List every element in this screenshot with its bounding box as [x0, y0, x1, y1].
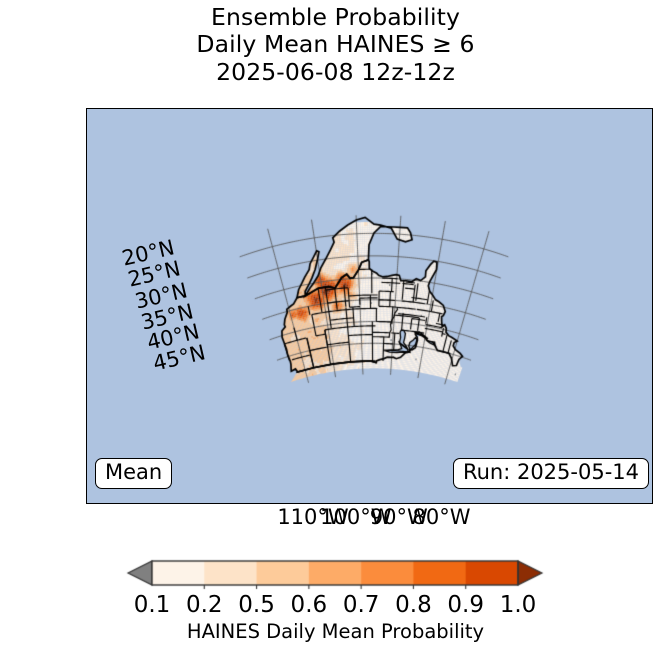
map-plot-area — [86, 108, 653, 504]
lon-tick-110: 110°W — [277, 505, 349, 529]
title-line-3: 2025-06-08 12z-12z — [216, 57, 455, 86]
colorbar-tick-0-9: 0.9 — [447, 592, 484, 618]
colorbar: 0.1 0.2 0.5 0.6 0.7 0.8 0.9 1.0 — [0, 556, 671, 618]
mean-annotation-box: Mean — [95, 458, 173, 490]
colorbar-tick-0-2: 0.2 — [185, 592, 223, 618]
run-annotation-label: Run: 2025-05-14 — [462, 460, 639, 484]
run-annotation-box: Run: 2025-05-14 — [452, 458, 649, 490]
mean-annotation-label: Mean — [105, 460, 163, 484]
colorbar-gradient — [120, 556, 550, 590]
lon-tick-100: 100°W — [320, 505, 392, 529]
chart-title: Ensemble Probability Daily Mean HAINES ≥… — [0, 3, 671, 86]
lon-tick-80: 80°W — [412, 505, 471, 529]
colorbar-axis-label: HAINES Daily Mean Probability — [186, 620, 485, 643]
colorbar-tick-0-7: 0.7 — [342, 592, 380, 618]
colorbar-tick-0-6: 0.6 — [290, 592, 328, 618]
lon-tick-90: 90°W — [369, 505, 428, 529]
colorbar-tick-0-1: 0.1 — [133, 592, 171, 618]
probability-heatmap-canvas — [87, 109, 651, 502]
colorbar-tick-labels: 0.1 0.2 0.5 0.6 0.7 0.8 0.9 1.0 — [0, 592, 671, 622]
colorbar-tick-0-8: 0.8 — [395, 592, 432, 618]
colorbar-tick-0-5: 0.5 — [238, 592, 275, 618]
colorbar-tick-1-0: 1.0 — [499, 592, 537, 618]
title-line-2: Daily Mean HAINES ≥ 6 — [196, 30, 475, 59]
title-line-1: Ensemble Probability — [211, 3, 460, 31]
